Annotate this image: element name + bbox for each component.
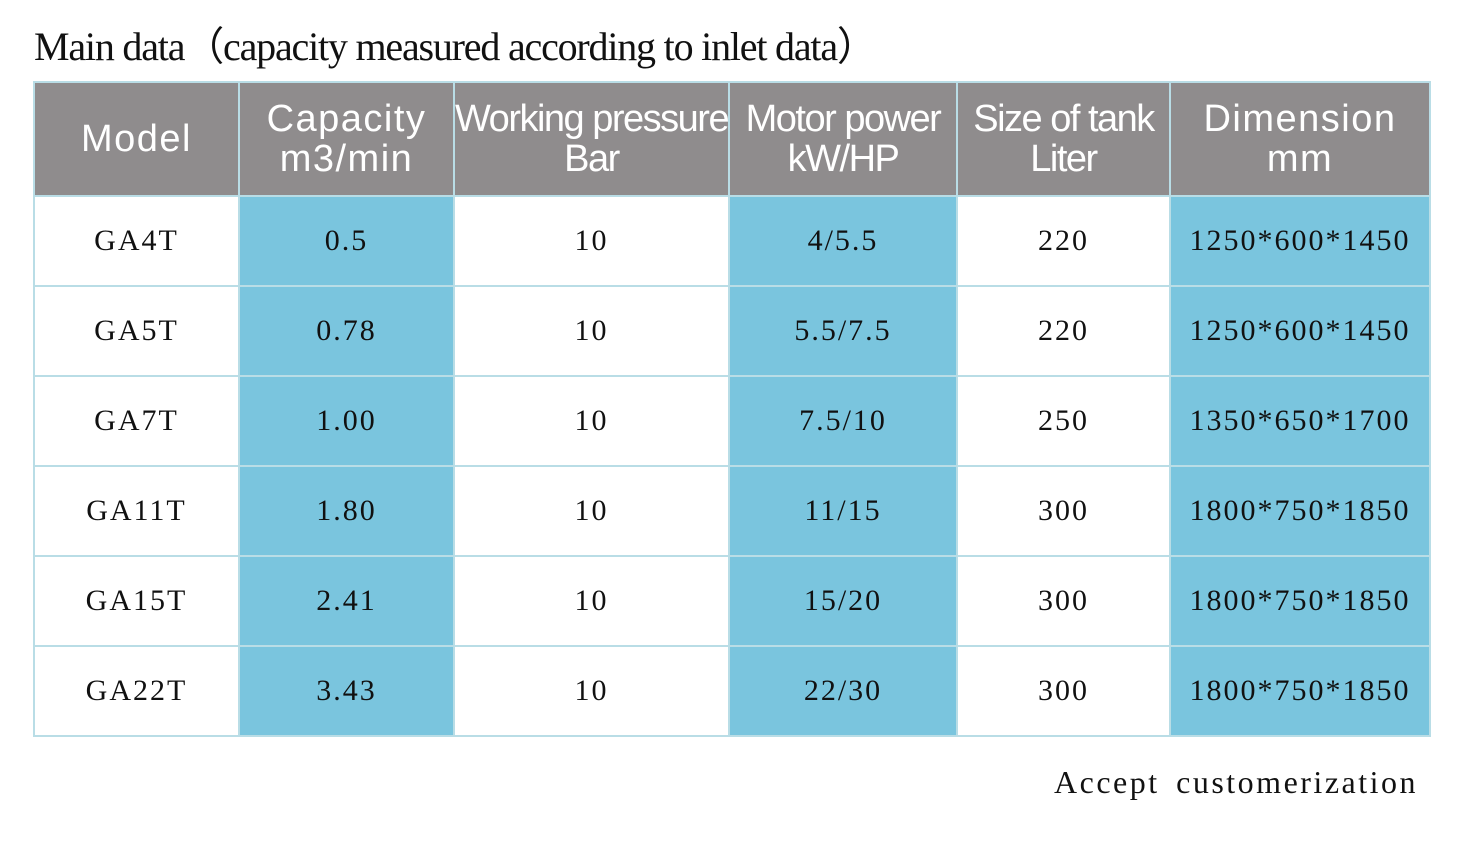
cell-dimension: 1250*600*1450 <box>1169 195 1431 287</box>
table-row: GA7T 1.00 10 7.5/10 250 1350*650*1700 <box>33 375 1431 467</box>
cell-dimension: 1350*650*1700 <box>1169 375 1431 467</box>
page-title: Main data（capacity measured according to… <box>34 24 877 69</box>
cell-dimension: 1800*750*1850 <box>1169 465 1431 557</box>
cell-dimension: 1250*600*1450 <box>1169 285 1431 377</box>
footer-note: Accept customerization <box>1054 764 1418 800</box>
table-row: GA22T 3.43 10 22/30 300 1800*750*1850 <box>33 645 1431 737</box>
cell-tank-size: 220 <box>956 285 1171 377</box>
cell-pressure: 10 <box>453 645 730 737</box>
cell-pressure: 10 <box>453 555 730 647</box>
cell-capacity: 1.00 <box>238 375 455 467</box>
header-dimension: Dimension mm <box>1169 81 1431 197</box>
table-row: GA4T 0.5 10 4/5.5 220 1250*600*1450 <box>33 195 1431 287</box>
cell-tank-size: 250 <box>956 375 1171 467</box>
cell-pressure: 10 <box>453 195 730 287</box>
cell-motor-power: 7.5/10 <box>728 375 958 467</box>
spec-table: Model Capacity m3/min Working pressure B… <box>33 81 1431 737</box>
cell-pressure: 10 <box>453 465 730 557</box>
header-model: Model <box>33 81 240 197</box>
cell-motor-power: 15/20 <box>728 555 958 647</box>
cell-dimension: 1800*750*1850 <box>1169 645 1431 737</box>
cell-model: GA7T <box>33 375 240 467</box>
cell-motor-power: 5.5/7.5 <box>728 285 958 377</box>
cell-motor-power: 11/15 <box>728 465 958 557</box>
cell-capacity: 1.80 <box>238 465 455 557</box>
cell-model: GA5T <box>33 285 240 377</box>
header-motor-power: Motor power kW/HP <box>728 81 958 197</box>
cell-model: GA4T <box>33 195 240 287</box>
header-capacity: Capacity m3/min <box>238 81 455 197</box>
cell-tank-size: 220 <box>956 195 1171 287</box>
table-row: GA15T 2.41 10 15/20 300 1800*750*1850 <box>33 555 1431 647</box>
cell-motor-power: 4/5.5 <box>728 195 958 287</box>
table-row: GA5T 0.78 10 5.5/7.5 220 1250*600*1450 <box>33 285 1431 377</box>
cell-model: GA15T <box>33 555 240 647</box>
cell-capacity: 0.78 <box>238 285 455 377</box>
cell-pressure: 10 <box>453 375 730 467</box>
cell-dimension: 1800*750*1850 <box>1169 555 1431 647</box>
cell-pressure: 10 <box>453 285 730 377</box>
cell-tank-size: 300 <box>956 465 1171 557</box>
cell-tank-size: 300 <box>956 555 1171 647</box>
cell-capacity: 0.5 <box>238 195 455 287</box>
cell-capacity: 3.43 <box>238 645 455 737</box>
cell-tank-size: 300 <box>956 645 1171 737</box>
table-row: GA11T 1.80 10 11/15 300 1800*750*1850 <box>33 465 1431 557</box>
cell-model: GA11T <box>33 465 240 557</box>
header-row: Model Capacity m3/min Working pressure B… <box>33 81 1431 197</box>
cell-capacity: 2.41 <box>238 555 455 647</box>
header-tank-size: Size of tank Liter <box>956 81 1171 197</box>
header-working-pressure: Working pressure Bar <box>453 81 730 197</box>
cell-model: GA22T <box>33 645 240 737</box>
cell-motor-power: 22/30 <box>728 645 958 737</box>
